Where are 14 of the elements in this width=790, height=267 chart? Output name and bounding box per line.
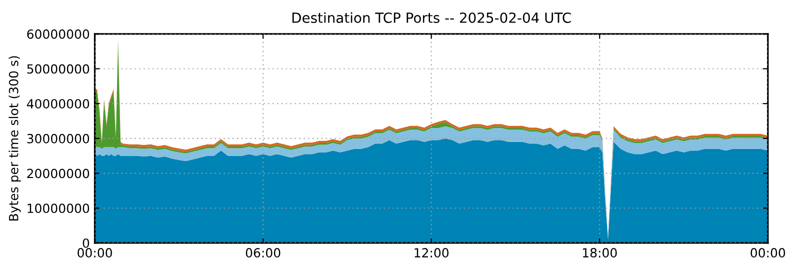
- x-tick-label: 18:00: [582, 248, 617, 258]
- y-tick-label: 50000000: [27, 64, 90, 74]
- y-tick-label: 60000000: [27, 29, 90, 39]
- x-tick-label: 06:00: [246, 248, 280, 258]
- y-axis-title: Bytes per time slot (300 s): [8, 56, 21, 221]
- y-tick-label: 40000000: [26, 99, 90, 109]
- x-tick-label: 00:00: [750, 248, 786, 258]
- x-tick-label: 00:00: [78, 248, 112, 258]
- x-tick-label: 12:00: [414, 248, 449, 258]
- y-tick-label: 0: [82, 238, 90, 248]
- y-tick-label: 30000000: [27, 134, 90, 144]
- y-tick-label: 10000000: [28, 204, 90, 214]
- y-tick-label: 20000000: [27, 168, 90, 178]
- chart-title: Destination TCP Ports -- 2025-02-04 UTC: [292, 12, 571, 23]
